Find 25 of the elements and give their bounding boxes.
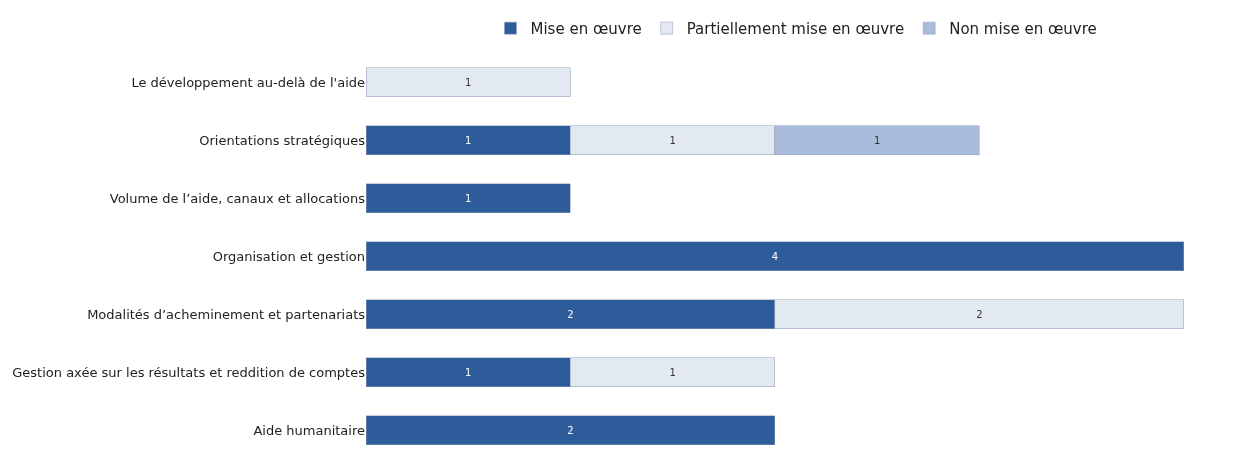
- data-label: 1: [465, 366, 472, 378]
- bar: [366, 415, 776, 445]
- bar: [366, 241, 1185, 271]
- legend-label: Mise en œuvre: [530, 19, 642, 38]
- y-tick-label: Organisation et gestion: [212, 248, 365, 264]
- data-label: 2: [976, 308, 983, 320]
- data-label: 1: [669, 366, 676, 378]
- legend-label: Partiellement mise en œuvre: [686, 19, 905, 38]
- data-label: 4: [771, 250, 779, 262]
- y-tick-label: Orientations stratégiques: [199, 132, 366, 148]
- data-label: 1: [465, 192, 472, 204]
- y-tick-label: Le développement au-delà de l'aide: [131, 74, 365, 90]
- y-tick-label: Aide humanitaire: [253, 422, 365, 438]
- data-label: 1: [465, 134, 472, 146]
- data-label: 2: [567, 424, 574, 436]
- y-tick-label: Gestion axée sur les résultats et reddition de comptes: [12, 364, 366, 380]
- y-tick-label: Volume de l’aide, canaux et allocations: [109, 190, 366, 206]
- data-label: 2: [567, 308, 574, 320]
- data-label: 1: [465, 76, 472, 88]
- bar: [366, 183, 571, 213]
- y-tick-label: Modalités d’acheminement et partenariats: [87, 306, 366, 322]
- bar: [366, 67, 571, 97]
- data-label: 1: [669, 134, 676, 146]
- data-label: 1: [874, 134, 881, 146]
- legend-label: Non mise en œuvre: [949, 19, 1097, 38]
